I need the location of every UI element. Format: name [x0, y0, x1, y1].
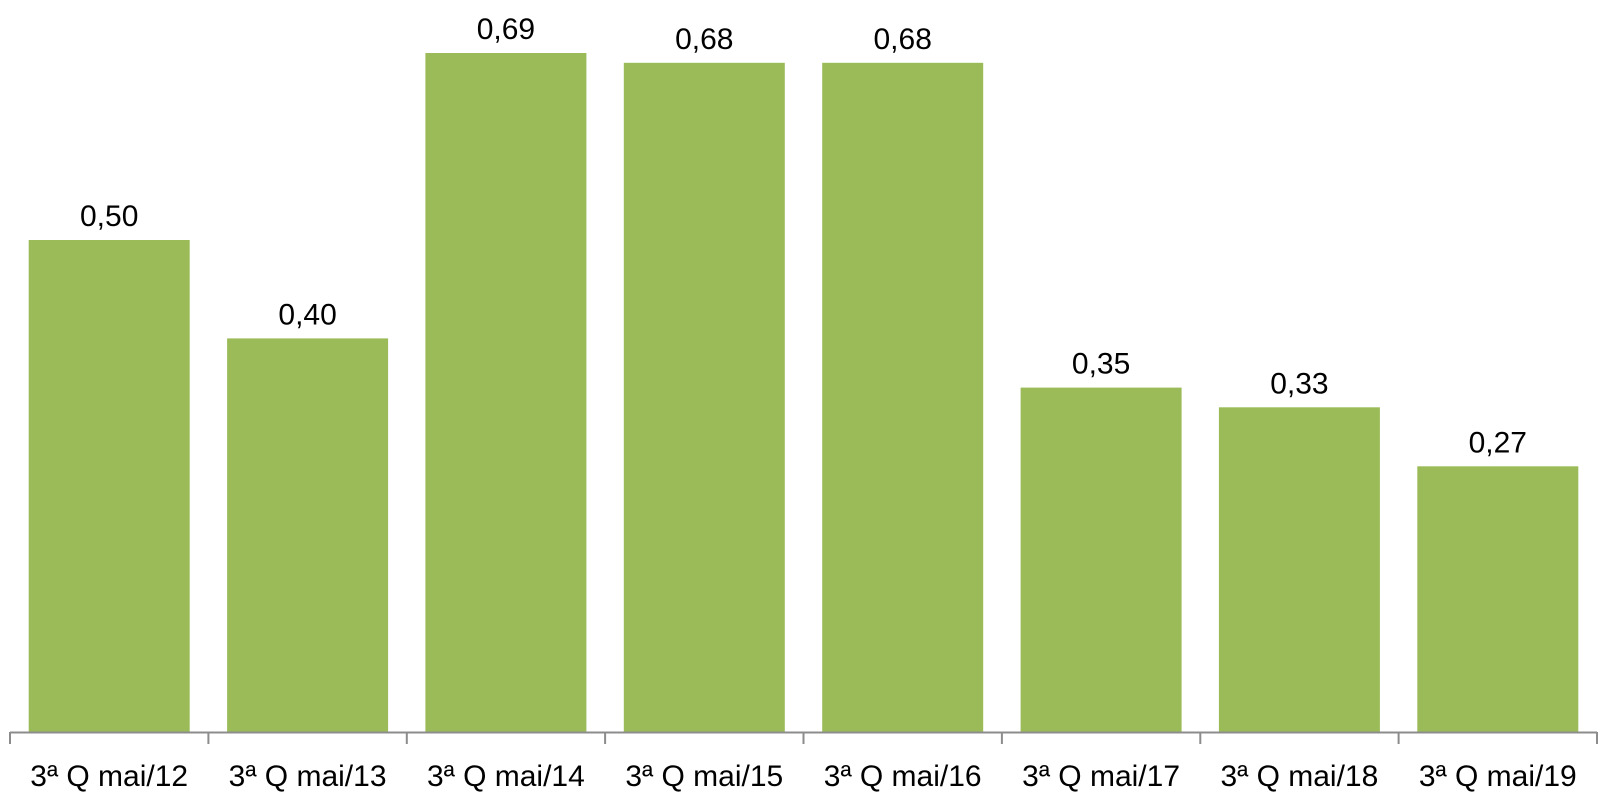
x-axis — [9, 731, 1598, 744]
data-label-1: 0,50 — [80, 200, 138, 233]
bar-8 — [1417, 466, 1579, 732]
bar-7 — [1218, 407, 1380, 732]
bar-1 — [28, 240, 190, 732]
bar-4 — [623, 62, 785, 733]
x-tick-label-2: 3ª Q mai/13 — [229, 760, 387, 793]
bar-6 — [1020, 387, 1182, 732]
data-label-6: 0,35 — [1072, 348, 1130, 381]
x-tick-label-3: 3ª Q mai/14 — [427, 760, 585, 793]
x-tick-label-4: 3ª Q mai/15 — [625, 760, 783, 793]
x-tick-labels: 3ª Q mai/12 3ª Q mai/13 3ª Q mai/14 3ª Q ma… — [30, 760, 1576, 793]
data-label-2: 0,40 — [278, 298, 336, 331]
x-tick-label-5: 3ª Q mai/16 — [824, 760, 982, 793]
data-labels-layer: 0,50 0,40 0,69 0,68 0,68 0,35 0,33 0,27 — [80, 13, 1527, 459]
bar-2 — [227, 338, 389, 732]
data-label-4: 0,68 — [675, 23, 733, 56]
x-tick-label-8: 3ª Q mai/19 — [1419, 760, 1577, 793]
data-label-7: 0,33 — [1270, 367, 1328, 400]
bar-3 — [425, 53, 587, 732]
x-tick-label-7: 3ª Q mai/18 — [1220, 760, 1378, 793]
x-tick-label-6: 3ª Q mai/17 — [1022, 760, 1180, 793]
bars-layer — [28, 53, 1579, 733]
data-label-5: 0,68 — [874, 23, 932, 56]
bar-5 — [822, 62, 984, 733]
data-label-3: 0,69 — [477, 13, 535, 46]
x-tick-label-1: 3ª Q mai/12 — [30, 760, 188, 793]
data-label-8: 0,27 — [1469, 426, 1527, 459]
